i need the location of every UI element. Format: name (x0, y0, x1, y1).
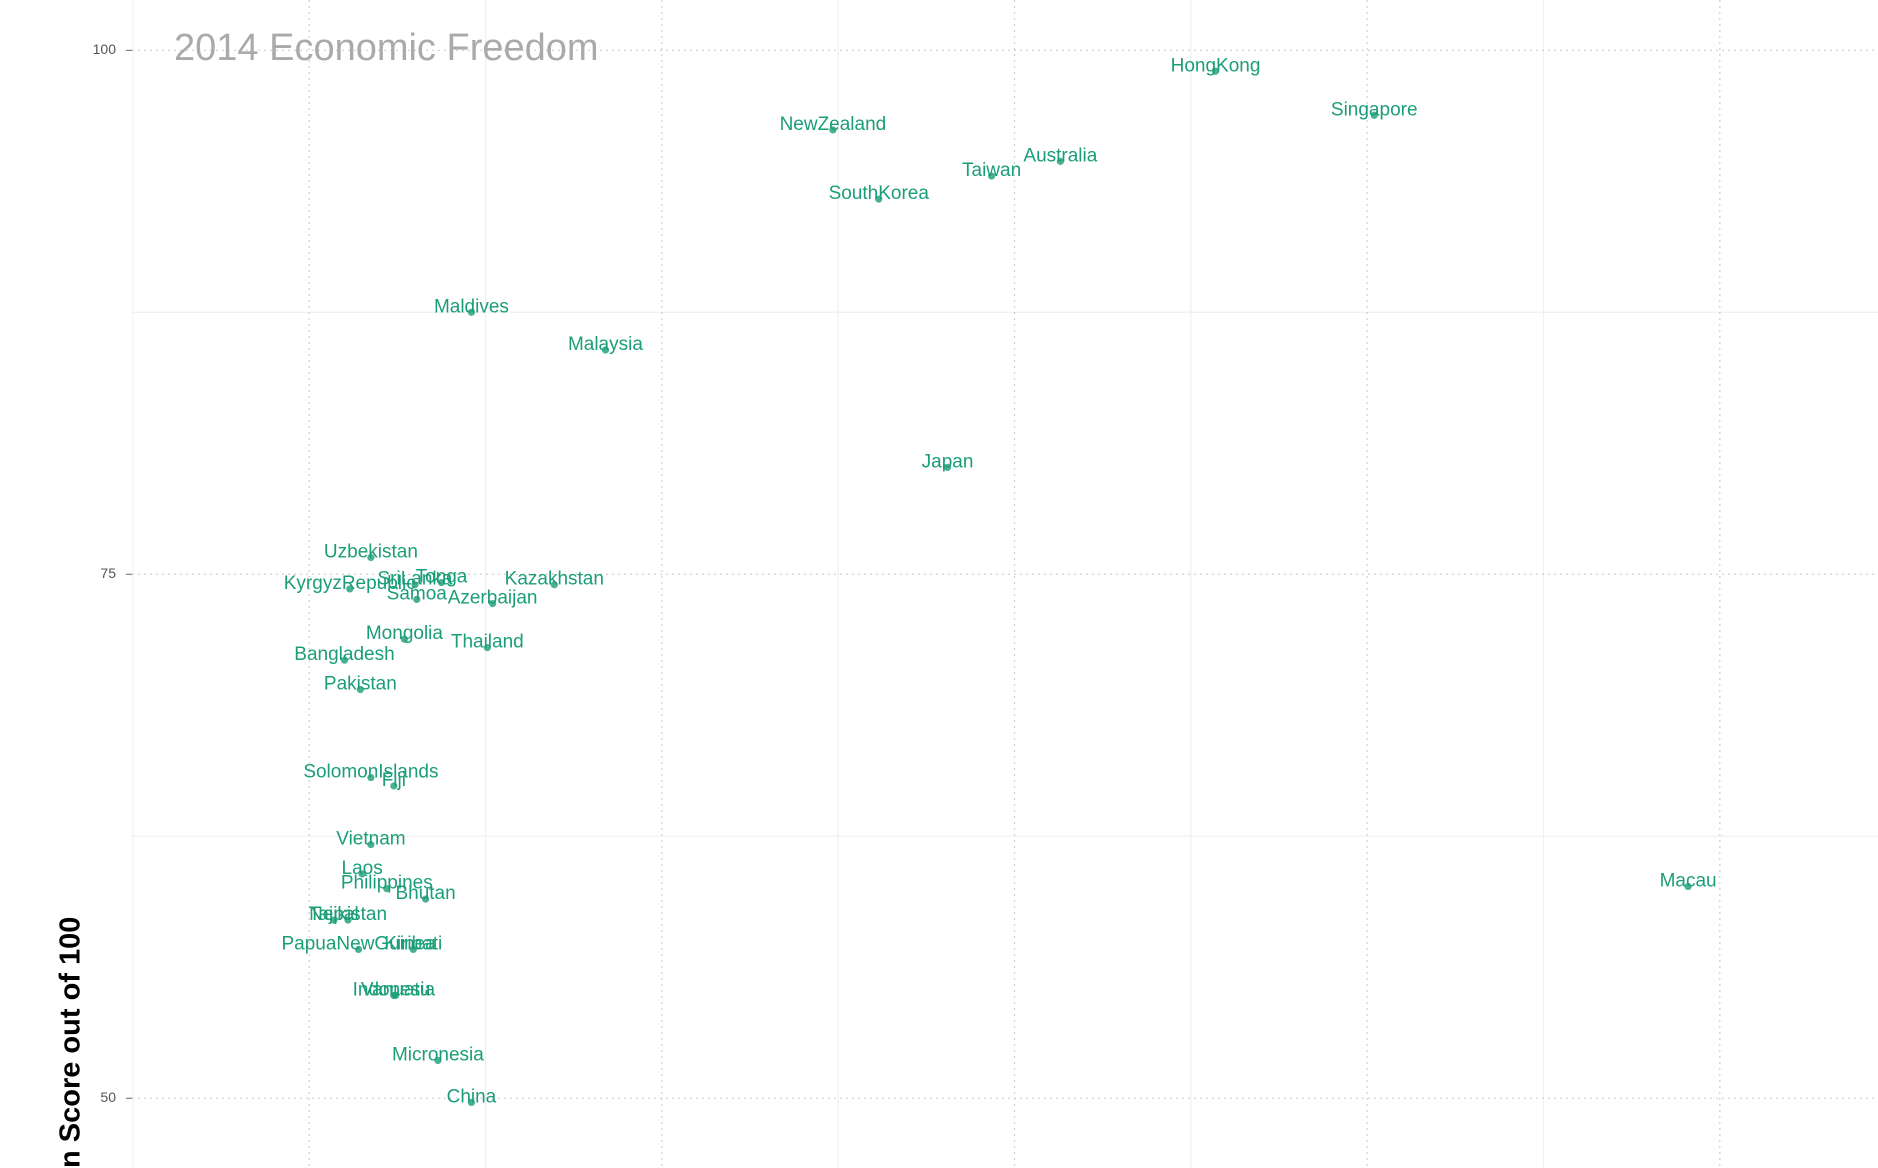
point (550, 581, 558, 589)
point (358, 870, 366, 878)
point (390, 991, 398, 1000)
point (421, 895, 430, 903)
point-label: Bhutan (395, 883, 455, 904)
point-label: Mongolia (366, 623, 444, 644)
point-label: Philippines (341, 873, 433, 894)
y-tick-label: 50 (100, 1089, 116, 1105)
point-label: Micronesia (392, 1045, 484, 1066)
point-label: Kazakhstan (505, 569, 604, 590)
point-label: Japan (922, 451, 974, 472)
point (437, 579, 446, 587)
point (483, 644, 491, 652)
point (829, 126, 837, 134)
point-label: HongKong (1171, 55, 1261, 76)
y-axis-title: n Score out of 100 (55, 917, 87, 1168)
point-label: Malaysia (568, 334, 643, 355)
point-label: Singapore (1331, 99, 1418, 120)
point-label: Macau (1660, 871, 1717, 892)
point (1211, 67, 1220, 75)
point-label: Samoa (387, 583, 448, 604)
y-tick-label: 100 (93, 41, 117, 57)
point (367, 841, 375, 849)
point (601, 346, 610, 354)
point-label: SriLanka (378, 569, 453, 590)
point (488, 599, 497, 608)
point-label: Tajikistan (309, 904, 387, 925)
point-label: Vanuatu (361, 980, 430, 1001)
point-label: Thailand (451, 632, 524, 653)
point (434, 1056, 442, 1065)
point (467, 1098, 476, 1107)
point (356, 685, 364, 694)
point (943, 463, 952, 471)
point (346, 585, 354, 593)
point-label: SolomonIslands (303, 762, 438, 783)
point-label: NewZealand (780, 114, 887, 135)
point (390, 782, 398, 790)
point-label: Azerbaijan (448, 588, 538, 609)
point (467, 308, 476, 316)
y-tick-label: 75 (100, 565, 116, 581)
point-label: Laos (342, 858, 383, 879)
point (330, 916, 338, 924)
point (987, 172, 996, 180)
point-label: Maldives (434, 296, 509, 317)
point-label: Tonga (416, 567, 468, 588)
point-label: Fiji (382, 770, 406, 791)
point (411, 581, 419, 589)
point-label: SouthKorea (829, 183, 930, 204)
point-label: Indonesia (353, 980, 436, 1001)
point-label: China (447, 1086, 497, 1107)
point (344, 916, 352, 924)
point-label: KyrgyzRepublic (284, 573, 416, 594)
point-label: Pakistan (324, 674, 397, 695)
point-label: Australia (1023, 145, 1097, 166)
point (413, 595, 421, 604)
chart-title: 2014 Economic Freedom (174, 27, 599, 69)
point (875, 195, 883, 203)
point-label: Uzbekistan (324, 542, 418, 563)
point (354, 945, 363, 954)
point (400, 635, 409, 643)
point-label: PapuaNewGuinea (281, 933, 436, 954)
point (340, 656, 349, 664)
point-label: Bangladesh (294, 644, 394, 665)
point (367, 773, 375, 782)
point-label: Kiribati (384, 933, 442, 954)
point (383, 885, 391, 893)
point (1370, 111, 1378, 119)
point (409, 945, 417, 954)
point-label: Vietnam (336, 829, 405, 850)
point-label: Taiwan (962, 160, 1021, 181)
point (1056, 157, 1064, 165)
point (367, 553, 375, 562)
point (1684, 882, 1692, 891)
